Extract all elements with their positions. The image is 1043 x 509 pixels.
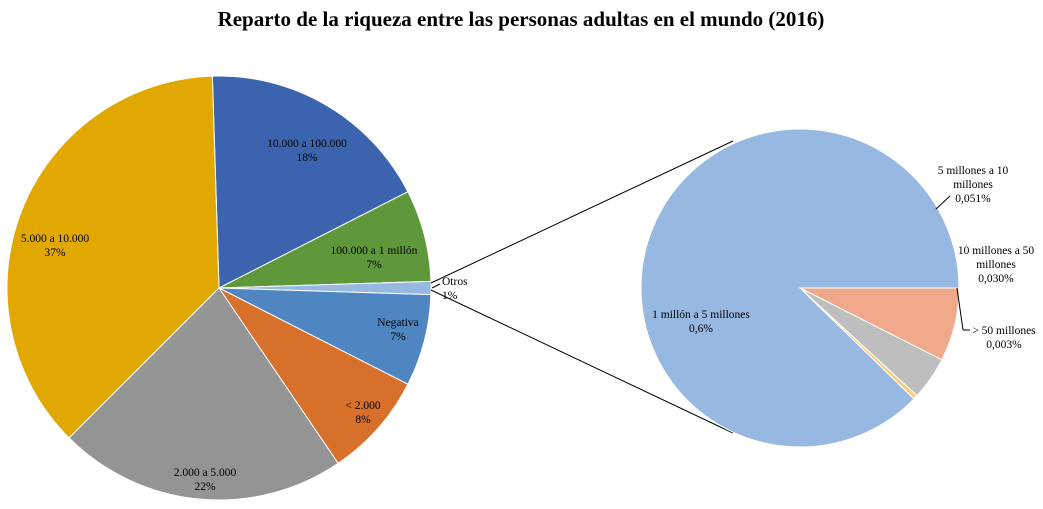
label-2-000: < 2.000 8%	[345, 400, 380, 426]
label-5-millones-a-10-millones: 5 millones a 10 millones 0,051%	[938, 165, 1009, 205]
slice-50-millones	[799, 287, 918, 400]
leader-line-5-10	[935, 195, 951, 210]
label-otros: Otros 1%	[442, 276, 468, 302]
label-1-mill-n-a-5-millones: 1 millón a 5 millones 0,6%	[652, 309, 750, 335]
slice-labels: 10.000 a 100.000 18% 100.000 a 1 millón 7% O…	[21, 138, 1036, 493]
connector-line-top	[430, 140, 734, 284]
label-10-millones-a-50-millones: 10 millones a 50 millones 0,030%	[958, 245, 1035, 285]
leader-line-otros	[431, 283, 441, 289]
label-50-millones: > 50 millones 0,003%	[972, 325, 1036, 351]
label-negativa: Negativa 7%	[377, 317, 419, 343]
slice-10-000-a-100-000	[211, 75, 409, 289]
label-2-000-a-5-000: 2.000 a 5.000 22%	[174, 467, 237, 493]
slice-5-000-a-10-000	[6, 75, 220, 439]
label-5-000-a-10-000: 5.000 a 10.000 37%	[21, 233, 90, 259]
leader-line-over-50	[956, 287, 964, 331]
connector-line-bottom	[430, 289, 734, 434]
label-100-000-a-1-mill-n: 100.000 a 1 millón 7%	[331, 245, 418, 271]
pie-connector-lines	[430, 140, 734, 434]
chart-title: Reparto de la riqueza entre las personas…	[218, 7, 825, 31]
slice-2-000-a-5-000	[68, 287, 339, 501]
main-pie	[6, 75, 432, 501]
label-10-000-a-100-000: 10.000 a 100.000 18%	[267, 138, 347, 164]
secondary-pie	[640, 128, 960, 448]
slice-2-000	[218, 287, 409, 465]
